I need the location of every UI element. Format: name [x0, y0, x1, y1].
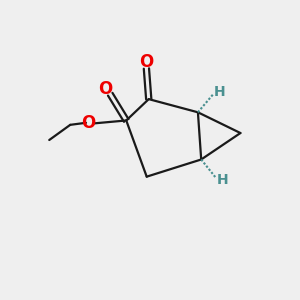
Text: H: H	[216, 173, 228, 187]
Text: H: H	[214, 85, 226, 99]
Text: O: O	[98, 80, 112, 98]
Text: O: O	[81, 114, 95, 132]
Text: O: O	[139, 53, 154, 71]
